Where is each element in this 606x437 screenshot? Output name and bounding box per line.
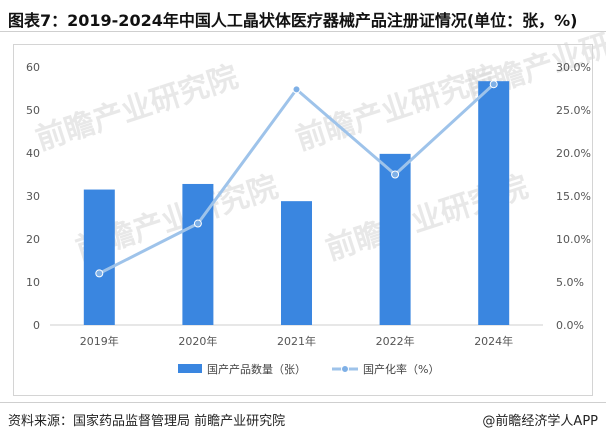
bar — [83, 189, 115, 325]
watermark-text: 前瞻产业研究院 — [32, 59, 243, 157]
chart-title: 图表7：2019-2024年中国人工晶状体医疗器械产品注册证情况(单位：张，%) — [8, 11, 578, 30]
legend-bar-label: 国产产品数量（张） — [207, 362, 306, 376]
rate-point — [489, 80, 498, 89]
x-tick-label: 2021年 — [277, 334, 316, 348]
y-left-tick-label: 30 — [26, 190, 40, 203]
y-left-tick-label: 20 — [26, 233, 40, 246]
y-right-tick-label: 25.0% — [556, 104, 591, 117]
y-left-tick-label: 50 — [26, 104, 40, 117]
bar — [281, 201, 312, 325]
title-divider — [0, 31, 606, 32]
bar — [379, 153, 411, 325]
chart-frame — [13, 44, 593, 396]
x-tick-label: 2024年 — [474, 334, 513, 348]
y-left-tick-label: 60 — [26, 61, 40, 74]
x-tick-label: 2022年 — [376, 334, 415, 348]
legend-line-marker — [341, 365, 349, 373]
rate-point — [193, 219, 202, 228]
legend-bar-swatch — [178, 364, 202, 373]
x-tick-label: 2020年 — [178, 334, 217, 348]
y-right-tick-label: 15.0% — [556, 190, 591, 203]
brand-credit: @前瞻经济学人APP — [482, 414, 598, 429]
rate-point — [95, 269, 104, 278]
y-right-tick-label: 5.0% — [556, 276, 584, 289]
y-right-tick-label: 20.0% — [556, 147, 591, 160]
x-tick-label: 2019年 — [80, 334, 119, 348]
bar — [478, 81, 510, 325]
y-right-tick-label: 10.0% — [556, 233, 591, 246]
rate-point — [292, 85, 301, 94]
y-left-tick-label: 40 — [26, 147, 40, 160]
source-note: 资料来源：国家药品监督管理局 前瞻产业研究院 — [8, 414, 286, 429]
bar — [182, 183, 214, 325]
rate-point — [391, 170, 400, 179]
footer-divider — [0, 402, 606, 403]
y-right-tick-label: 0.0% — [556, 319, 584, 332]
legend-line-label: 国产化率（%） — [363, 362, 439, 376]
y-right-tick-label: 30.0% — [556, 61, 591, 74]
y-left-tick-label: 10 — [26, 276, 40, 289]
y-left-tick-label: 0 — [33, 319, 40, 332]
